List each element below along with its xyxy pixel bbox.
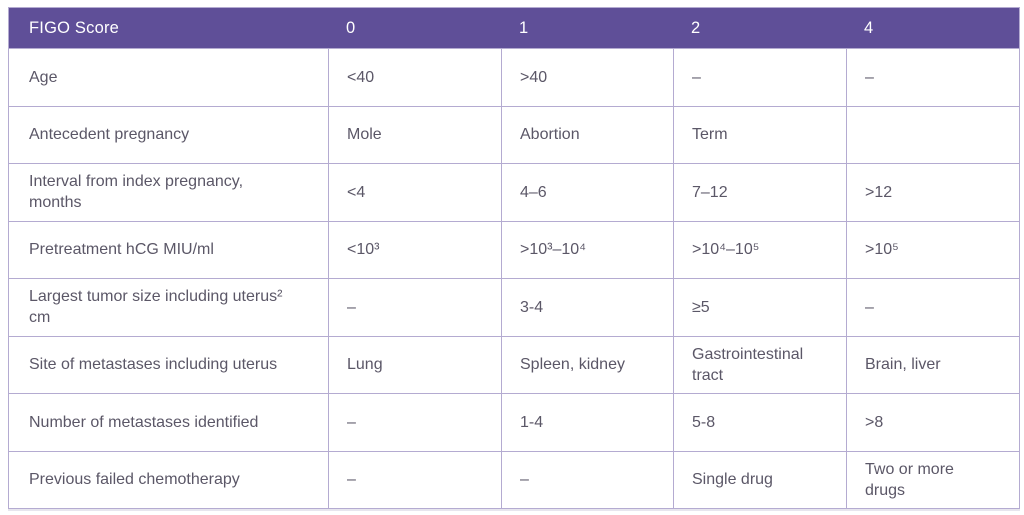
row-label: Interval from index pregnancy, months <box>9 163 328 221</box>
header-cell-figo-score: FIGO Score <box>9 8 328 48</box>
cell: – <box>846 278 1019 336</box>
cell: – <box>501 450 673 508</box>
header-cell-score-4: 4 <box>846 8 1019 48</box>
cell: 1-4 <box>501 393 673 451</box>
cell: >40 <box>501 48 673 106</box>
cell: 4–6 <box>501 163 673 221</box>
cell: 3-4 <box>501 278 673 336</box>
cell: – <box>328 450 501 508</box>
row-label: Previous failed chemotherapy <box>9 450 328 509</box>
cell: >8 <box>846 393 1019 451</box>
cell: Two or more drugs <box>846 450 1019 508</box>
cell: 7–12 <box>673 163 846 221</box>
cell: – <box>328 278 501 336</box>
cell: >10⁵ <box>846 220 1019 278</box>
cell: – <box>846 48 1019 106</box>
cell: 5-8 <box>673 393 846 451</box>
cell: <4 <box>328 163 501 221</box>
cell: Spleen, kidney <box>501 335 673 393</box>
cell: Mole <box>328 105 501 163</box>
row-label: Pretreatment hCG MIU/ml <box>9 220 328 279</box>
cell: – <box>328 393 501 451</box>
cell: ≥5 <box>673 278 846 336</box>
header-cell-score-0: 0 <box>328 8 501 48</box>
cell: Single drug <box>673 450 846 508</box>
cell <box>846 105 1019 163</box>
cell: Term <box>673 105 846 163</box>
cell: Brain, liver <box>846 335 1019 393</box>
cell: >10³–10⁴ <box>501 220 673 278</box>
cell: >10⁴–10⁵ <box>673 220 846 278</box>
cell: – <box>673 48 846 106</box>
row-label: Antecedent pregnancy <box>9 105 328 164</box>
header-cell-score-2: 2 <box>673 8 846 48</box>
cell: Abortion <box>501 105 673 163</box>
row-label: Site of metastases including uterus <box>9 335 328 394</box>
row-label: Number of metastases identified <box>9 393 328 451</box>
row-label: Largest tumor size including uterus² cm <box>9 278 328 336</box>
cell: <10³ <box>328 220 501 278</box>
cell: <40 <box>328 48 501 106</box>
header-cell-score-1: 1 <box>501 8 673 48</box>
row-label: Age <box>9 48 328 106</box>
cell: >12 <box>846 163 1019 221</box>
cell: Gastrointestinal tract <box>673 335 846 393</box>
cell: Lung <box>328 335 501 393</box>
figo-score-table: FIGO Score 0 1 2 4 Age <40 >40 – – Antec… <box>8 7 1020 509</box>
